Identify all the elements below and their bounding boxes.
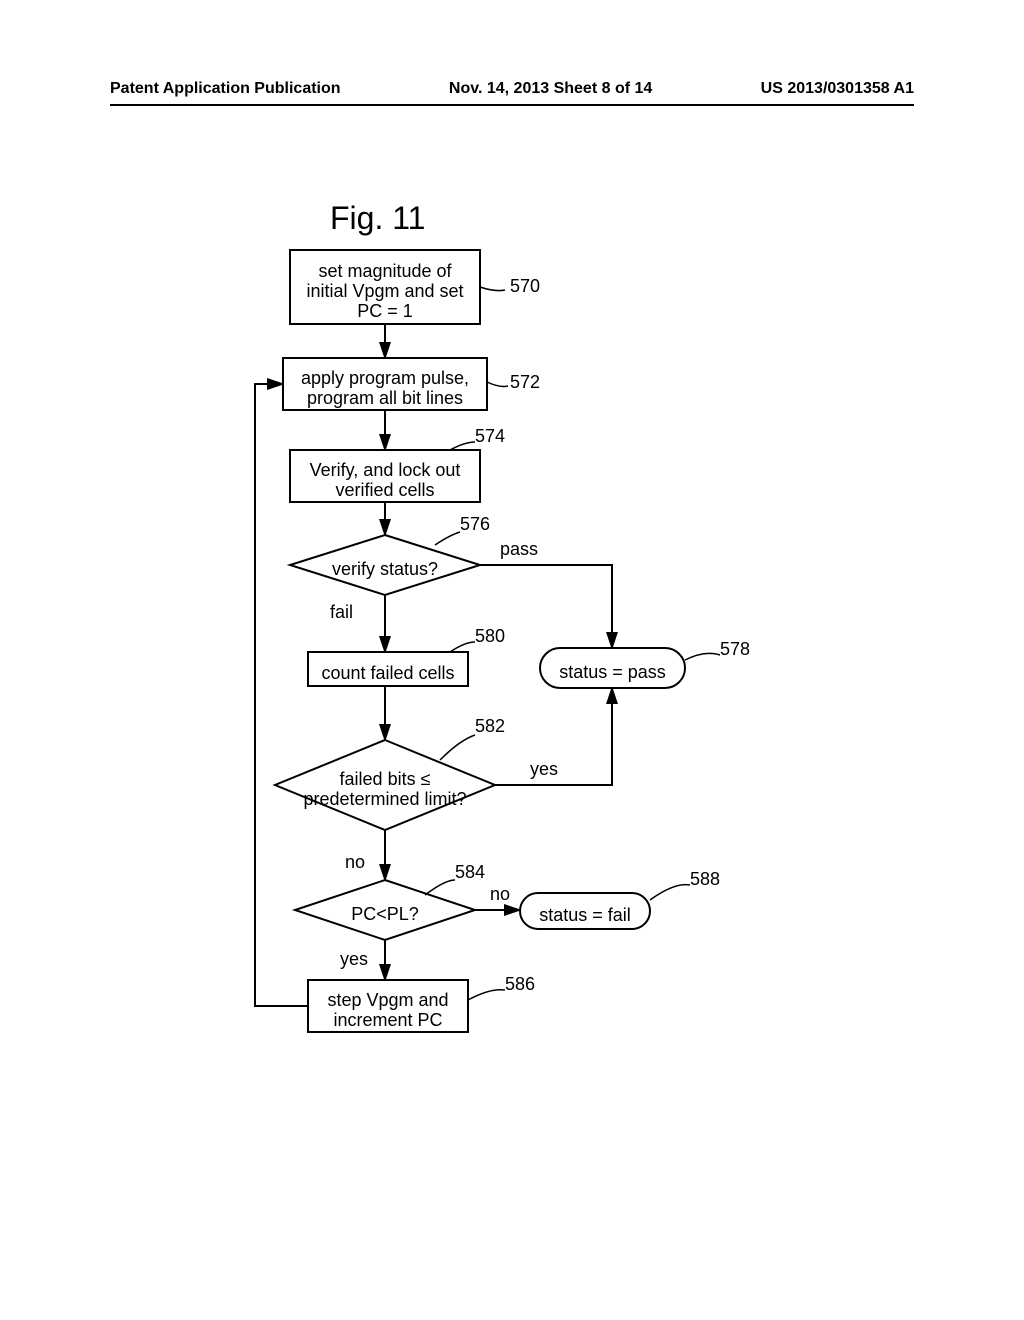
svg-text:initial Vpgm and set: initial Vpgm and set [306,281,463,301]
svg-text:PC = 1: PC = 1 [357,301,413,321]
page: Patent Application Publication Nov. 14, … [0,0,1024,1320]
svg-text:576: 576 [460,514,490,534]
svg-text:578: 578 [720,639,750,659]
svg-text:program all bit lines: program all bit lines [307,388,463,408]
svg-text:set magnitude of: set magnitude of [318,261,452,281]
svg-text:580: 580 [475,626,505,646]
svg-text:570: 570 [510,276,540,296]
svg-text:yes: yes [340,949,368,969]
svg-text:verified cells: verified cells [335,480,434,500]
svg-text:status = pass: status = pass [559,662,666,682]
svg-text:status = fail: status = fail [539,905,631,925]
svg-text:step Vpgm and: step Vpgm and [327,990,448,1010]
svg-text:584: 584 [455,862,485,882]
svg-text:increment PC: increment PC [333,1010,442,1030]
svg-text:fail: fail [330,602,353,622]
svg-text:582: 582 [475,716,505,736]
svg-text:Verify, and lock out: Verify, and lock out [310,460,461,480]
svg-text:no: no [490,884,510,904]
svg-text:failed bits ≤: failed bits ≤ [340,769,431,789]
svg-text:588: 588 [690,869,720,889]
svg-text:PC<PL?: PC<PL? [351,904,419,924]
svg-text:572: 572 [510,372,540,392]
svg-text:yes: yes [530,759,558,779]
flowchart: fail pass yes no no yes set magnitude ofinitia… [0,0,1024,1320]
svg-text:predetermined limit?: predetermined limit? [303,789,466,809]
svg-text:586: 586 [505,974,535,994]
svg-text:574: 574 [475,426,505,446]
svg-text:verify status?: verify status? [332,559,438,579]
svg-text:apply program pulse,: apply program pulse, [301,368,469,388]
svg-text:count failed cells: count failed cells [321,663,454,683]
svg-text:no: no [345,852,365,872]
svg-text:pass: pass [500,539,538,559]
